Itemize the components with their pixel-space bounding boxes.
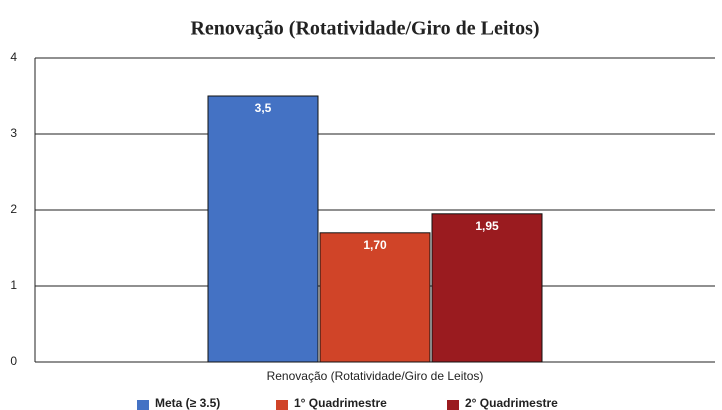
legend-label: 2° Quadrimestre [465,396,558,410]
legend-swatch [137,400,149,410]
bar [319,232,431,363]
legend-label: Meta (≥ 3.5) [155,396,220,410]
value-label: 1,70 [363,238,387,252]
value-label: 3,5 [255,101,272,115]
x-tick-label: Renovação (Rotatividade/Giro de Leitos) [267,369,484,383]
legend-swatch [276,400,288,410]
y-tick-label: 2 [10,202,17,216]
value-label: 1,95 [475,219,499,233]
legend-swatch [447,400,459,410]
chart-title: Renovação (Rotatividade/Giro de Leitos) [190,18,539,40]
y-tick-label: 3 [10,126,17,140]
y-tick-label: 1 [10,278,17,292]
bar [431,213,543,363]
legend-label: 1° Quadrimestre [294,396,387,410]
y-tick-label: 4 [10,50,17,64]
bar [207,95,319,363]
y-tick-label: 0 [10,354,17,368]
